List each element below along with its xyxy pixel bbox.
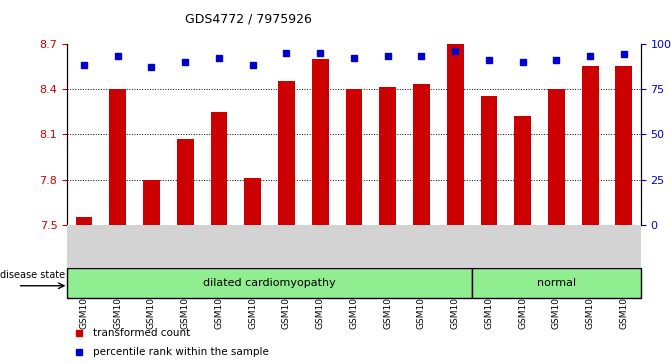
- Bar: [67, 269, 472, 298]
- Bar: [615, 66, 632, 225]
- Bar: [211, 111, 227, 225]
- Bar: [413, 84, 430, 225]
- Text: dilated cardiomyopathy: dilated cardiomyopathy: [203, 278, 336, 288]
- Bar: [176, 139, 194, 225]
- Bar: [76, 217, 93, 225]
- Bar: [346, 89, 362, 225]
- Bar: [278, 81, 295, 225]
- Bar: [143, 180, 160, 225]
- Bar: [548, 89, 565, 225]
- Bar: [480, 97, 497, 225]
- Text: disease state: disease state: [0, 270, 65, 280]
- Bar: [109, 89, 126, 225]
- Text: transformed count: transformed count: [93, 328, 190, 338]
- Text: percentile rank within the sample: percentile rank within the sample: [93, 347, 268, 357]
- Bar: [312, 59, 329, 225]
- Bar: [244, 178, 261, 225]
- Bar: [514, 116, 531, 225]
- Bar: [379, 87, 396, 225]
- Bar: [582, 66, 599, 225]
- Bar: [447, 44, 464, 225]
- Text: normal: normal: [537, 278, 576, 288]
- Bar: [472, 269, 641, 298]
- Text: GDS4772 / 7975926: GDS4772 / 7975926: [185, 13, 312, 26]
